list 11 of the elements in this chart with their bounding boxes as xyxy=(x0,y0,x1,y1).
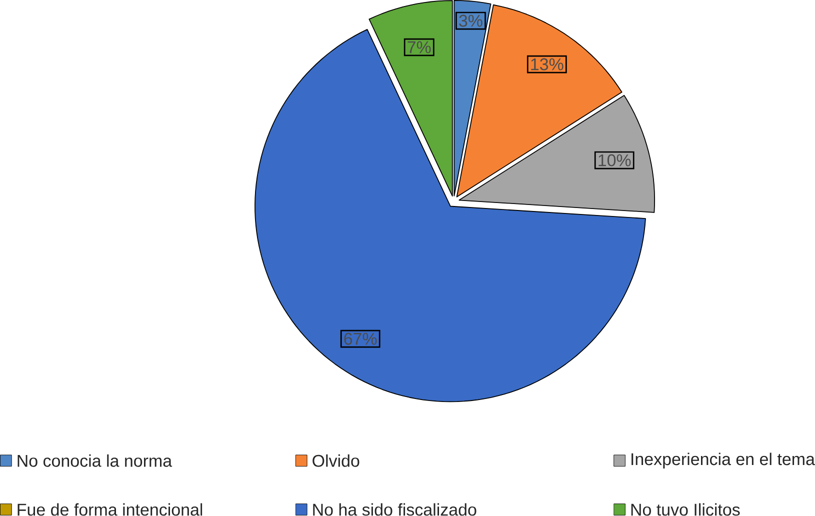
data-label: 13% xyxy=(531,58,564,70)
legend-label: No conocia la norma xyxy=(18,454,172,467)
data-label: 3% xyxy=(459,14,482,27)
data-label: 10% xyxy=(598,154,631,166)
legend-label: No ha sido fiscalizado xyxy=(313,503,476,516)
data-label: 7% xyxy=(408,41,431,54)
legend-label: Olvido xyxy=(312,454,360,467)
legend-label: Inexperiencia en el tema xyxy=(632,452,815,469)
legend-label: No tuvo Ilicitos xyxy=(631,503,740,516)
legend-label: Fue de forma intencional xyxy=(18,503,202,516)
data-label: 67% xyxy=(344,332,377,345)
